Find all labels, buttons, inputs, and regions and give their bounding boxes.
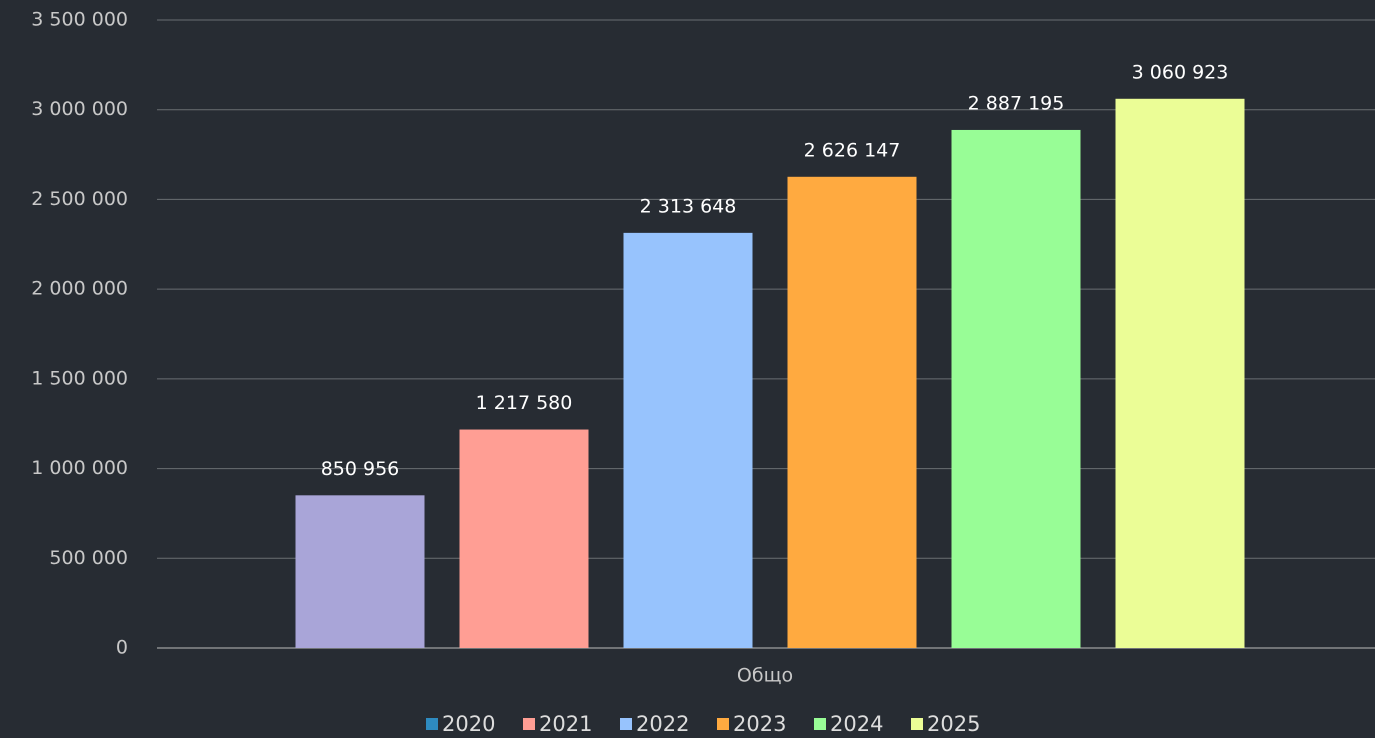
legend-label: 2025 [927,712,980,736]
legend-label: 2021 [539,712,592,736]
x-tick-label: Общо [737,665,793,687]
data-label: 2 626 147 [804,139,901,161]
legend-label: 2020 [442,712,495,736]
bar [459,429,589,648]
y-tick-label: 3 500 000 [31,9,128,31]
legend-label: 2022 [636,712,689,736]
legend-swatch [620,718,632,730]
legend-swatch [523,718,535,730]
data-label: 2 887 195 [968,92,1065,114]
bar [951,129,1081,649]
bar [1115,98,1245,648]
legend-swatch [717,718,729,730]
y-tick-label: 3 000 000 [31,98,128,120]
y-tick-label: 500 000 [49,547,128,569]
y-tick-label: 0 [116,637,128,659]
legend-swatch [426,718,438,730]
y-tick-label: 1 000 000 [31,457,128,479]
data-label: 2 313 648 [640,195,737,217]
y-tick-label: 2 000 000 [31,278,128,300]
data-label: 3 060 923 [1132,61,1229,83]
bar [787,176,917,648]
legend-label: 2023 [733,712,786,736]
legend-swatch [911,718,923,730]
y-tick-label: 1 500 000 [31,367,128,389]
bar [295,495,425,648]
data-label: 850 956 [321,458,400,480]
bar [623,232,753,648]
legend-swatch [814,718,826,730]
y-tick-label: 2 500 000 [31,188,128,210]
legend-label: 2024 [830,712,883,736]
data-label: 1 217 580 [476,392,573,414]
